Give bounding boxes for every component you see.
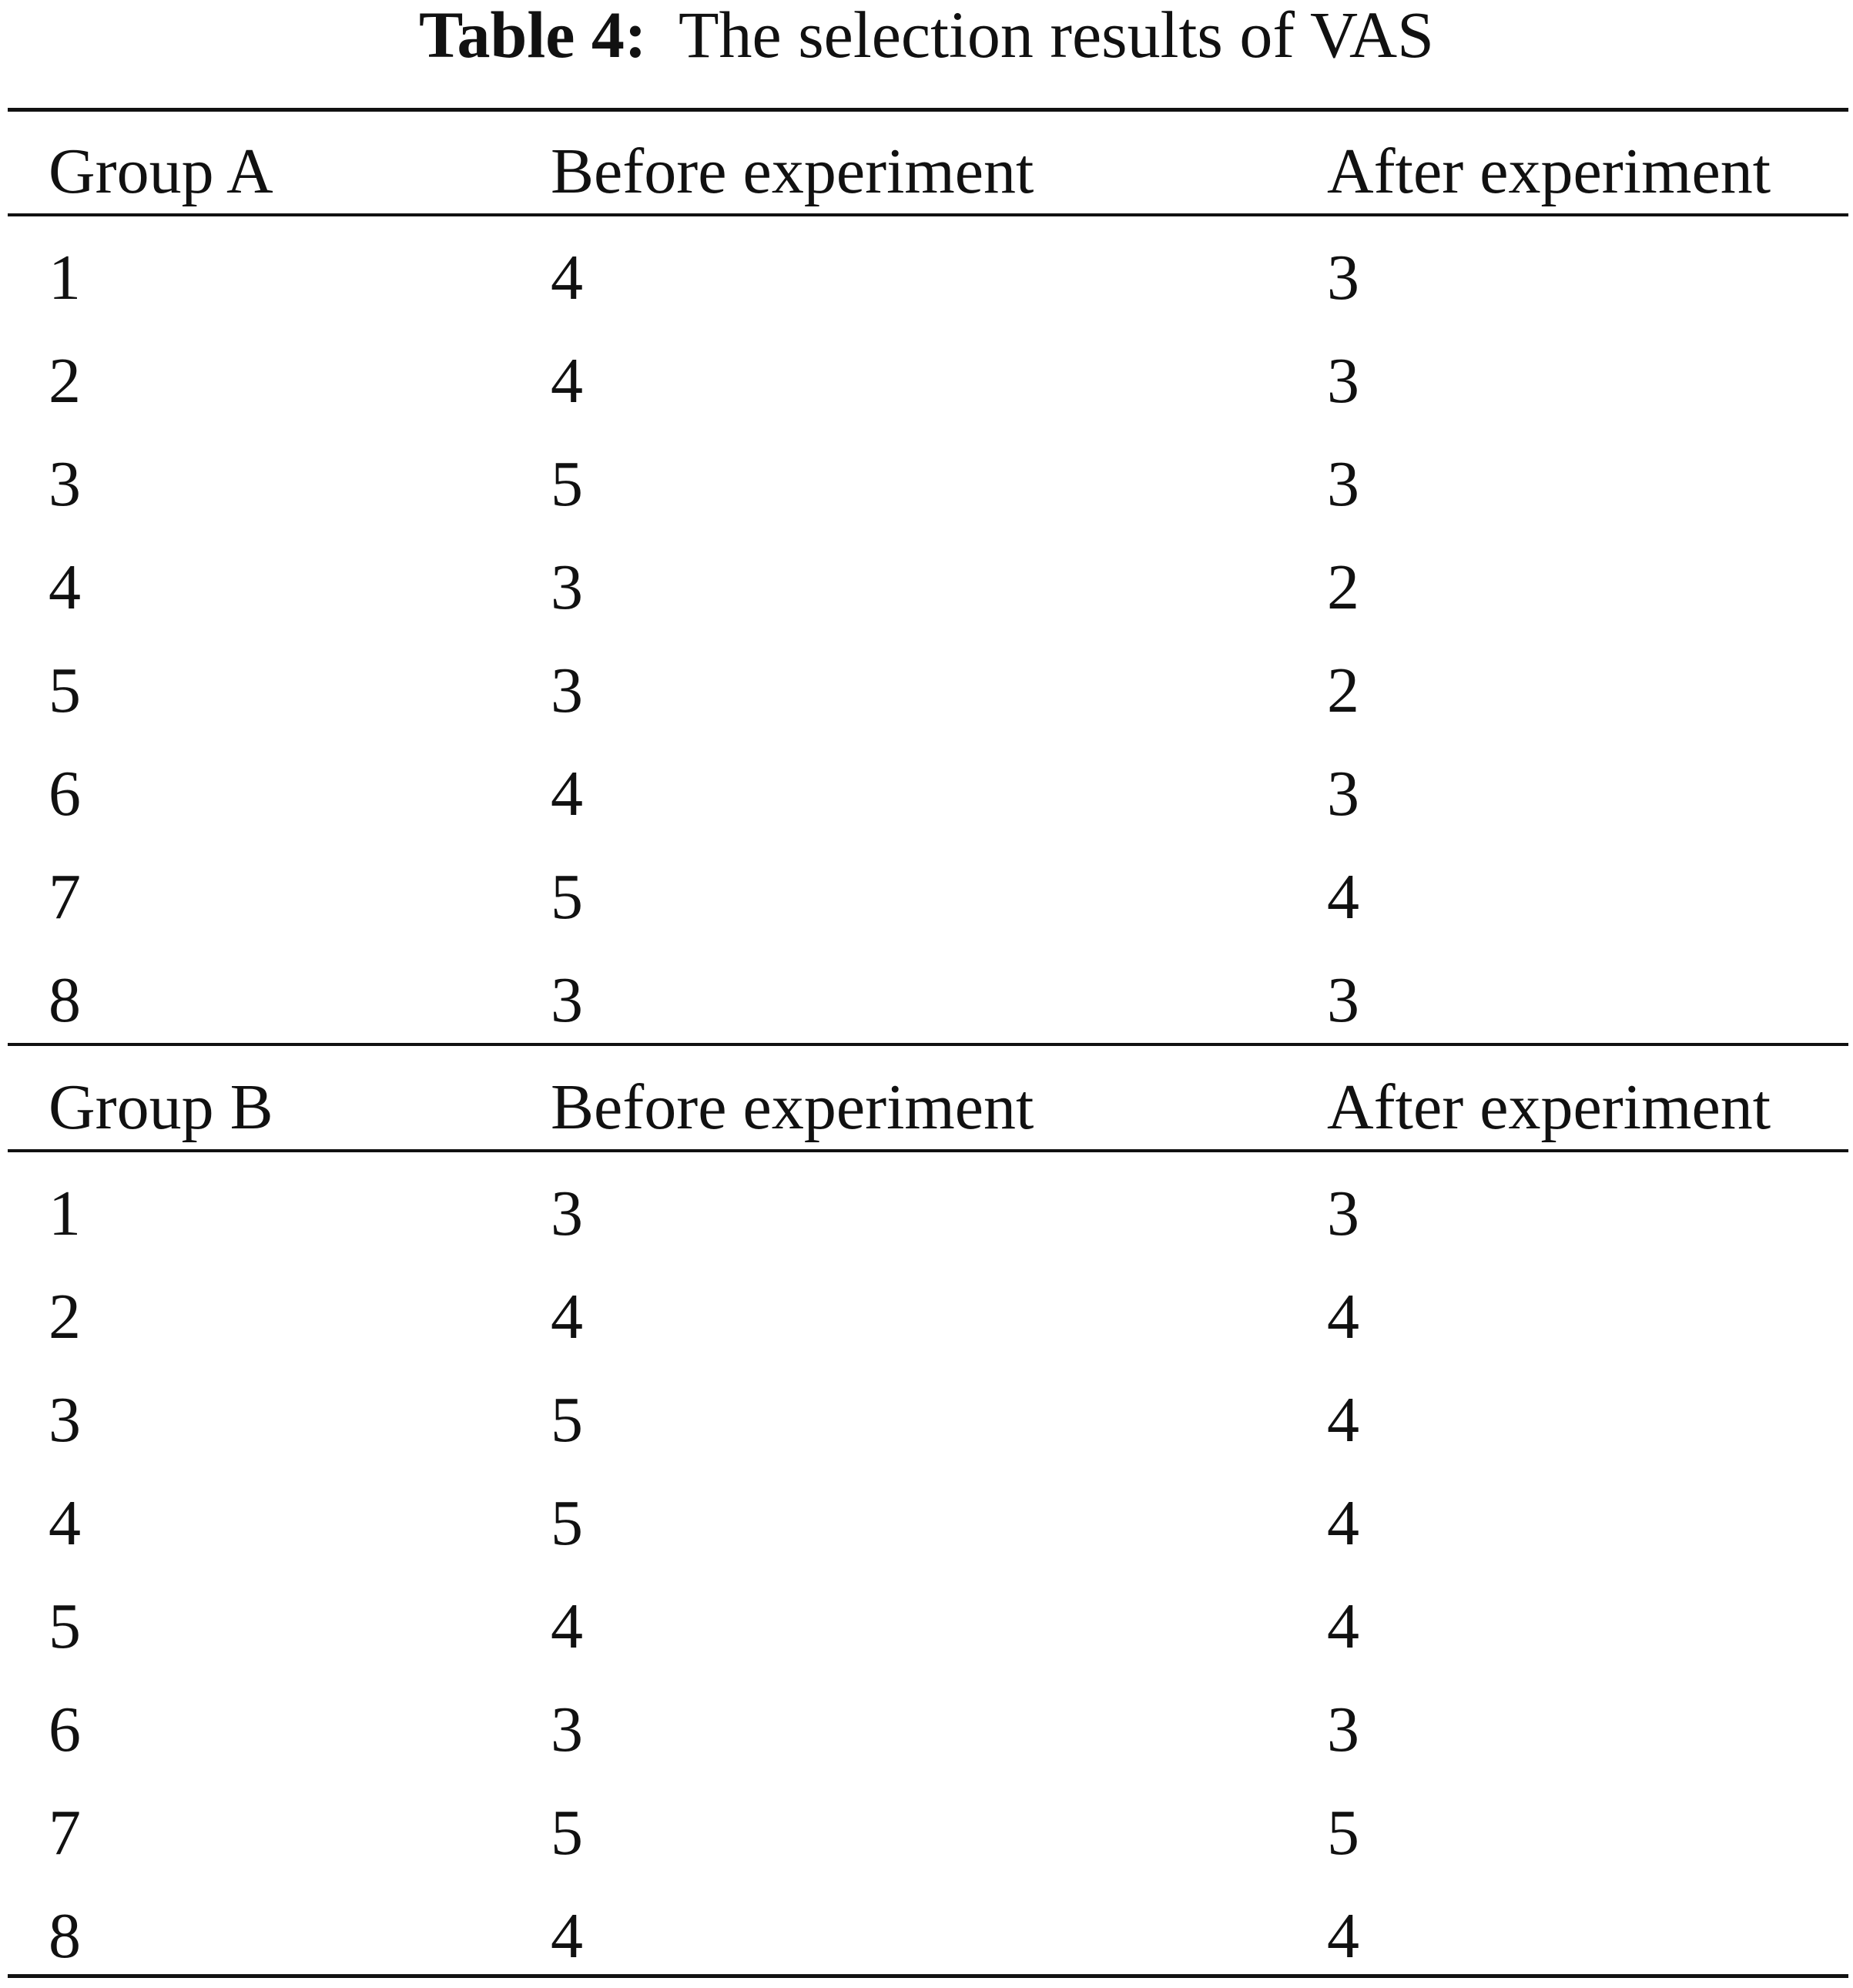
table-cell-index: 6 bbox=[49, 758, 81, 830]
table-cell-after-experiment: 3 bbox=[1327, 242, 1359, 313]
table-cell-index: 6 bbox=[49, 1694, 81, 1765]
table-cell-before-experiment: 3 bbox=[551, 551, 583, 623]
table-cell-index: 8 bbox=[49, 964, 81, 1036]
table-cell-index: 4 bbox=[49, 1487, 81, 1559]
table-row: 8 4 4 bbox=[0, 1885, 1853, 1988]
table-row: 6 4 3 bbox=[0, 743, 1853, 846]
table-cell-before-experiment: 4 bbox=[551, 242, 583, 313]
table-cell-after-experiment: 4 bbox=[1327, 1591, 1359, 1662]
table-cell-before-experiment: 4 bbox=[551, 1591, 583, 1662]
group-a-header-row: Group A Before experiment After experiment bbox=[0, 120, 1853, 223]
table-cell-after-experiment: 4 bbox=[1327, 1487, 1359, 1559]
table-cell-index: 4 bbox=[49, 551, 81, 623]
table-cell-index: 7 bbox=[49, 1797, 81, 1869]
table-cell-before-experiment: 5 bbox=[551, 1797, 583, 1869]
table-cell-after-experiment: 3 bbox=[1327, 1694, 1359, 1765]
group-a-header-after-experiment: After experiment bbox=[1327, 136, 1771, 207]
group-a-header-index: Group A bbox=[49, 136, 273, 207]
table-caption: Table 4: The selection results of VAS bbox=[0, 0, 1853, 69]
table-caption-label: Table 4: bbox=[419, 0, 647, 72]
table-cell-before-experiment: 3 bbox=[551, 964, 583, 1036]
table-cell-index: 2 bbox=[49, 1281, 81, 1353]
table-row: 8 3 3 bbox=[0, 949, 1853, 1052]
table-cell-after-experiment: 3 bbox=[1327, 448, 1359, 520]
table-cell-index: 8 bbox=[49, 1900, 81, 1972]
table-cell-before-experiment: 4 bbox=[551, 758, 583, 830]
table-cell-after-experiment: 4 bbox=[1327, 1281, 1359, 1353]
table-cell-index: 3 bbox=[49, 1384, 81, 1456]
group-b-header-rule bbox=[8, 1149, 1848, 1152]
table-cell-index: 3 bbox=[49, 448, 81, 520]
table-cell-before-experiment: 3 bbox=[551, 1694, 583, 1765]
table-cell-after-experiment: 4 bbox=[1327, 1900, 1359, 1972]
group-b-header-before-experiment: Before experiment bbox=[551, 1071, 1034, 1143]
table-cell-after-experiment: 4 bbox=[1327, 1384, 1359, 1456]
table-cell-index: 5 bbox=[49, 655, 81, 726]
table-cell-after-experiment: 2 bbox=[1327, 551, 1359, 623]
table-cell-index: 5 bbox=[49, 1591, 81, 1662]
table-row: 3 5 3 bbox=[0, 433, 1853, 536]
table-cell-after-experiment: 5 bbox=[1327, 1797, 1359, 1869]
table-cell-before-experiment: 5 bbox=[551, 1487, 583, 1559]
table-caption-text: The selection results of VAS bbox=[679, 0, 1434, 72]
table-cell-before-experiment: 4 bbox=[551, 1900, 583, 1972]
table-cell-before-experiment: 3 bbox=[551, 1178, 583, 1249]
table-row: 4 5 4 bbox=[0, 1472, 1853, 1575]
table-row: 2 4 4 bbox=[0, 1266, 1853, 1369]
table-row: 5 4 4 bbox=[0, 1575, 1853, 1678]
table-row: 7 5 5 bbox=[0, 1782, 1853, 1885]
table-cell-before-experiment: 4 bbox=[551, 345, 583, 417]
table-cell-before-experiment: 5 bbox=[551, 1384, 583, 1456]
group-a-top-rule bbox=[8, 108, 1848, 112]
table-row: 7 5 4 bbox=[0, 846, 1853, 949]
table-row: 6 3 3 bbox=[0, 1678, 1853, 1782]
table-cell-before-experiment: 3 bbox=[551, 655, 583, 726]
table-cell-after-experiment: 3 bbox=[1327, 345, 1359, 417]
table-row: 2 4 3 bbox=[0, 330, 1853, 433]
group-b-top-rule bbox=[8, 1043, 1848, 1046]
table-row: 1 3 3 bbox=[0, 1162, 1853, 1266]
table-row: 4 3 2 bbox=[0, 536, 1853, 639]
table-row: 3 5 4 bbox=[0, 1369, 1853, 1472]
table-cell-before-experiment: 5 bbox=[551, 861, 583, 933]
table-row: 5 3 2 bbox=[0, 639, 1853, 743]
table-cell-before-experiment: 5 bbox=[551, 448, 583, 520]
table-row: 1 4 3 bbox=[0, 226, 1853, 330]
group-a-header-before-experiment: Before experiment bbox=[551, 136, 1034, 207]
table-cell-after-experiment: 4 bbox=[1327, 861, 1359, 933]
group-a-header-rule bbox=[8, 213, 1848, 216]
table-cell-before-experiment: 4 bbox=[551, 1281, 583, 1353]
group-b-header-index: Group B bbox=[49, 1071, 273, 1143]
table-cell-after-experiment: 2 bbox=[1327, 655, 1359, 726]
group-b-header-after-experiment: After experiment bbox=[1327, 1071, 1771, 1143]
table-cell-index: 7 bbox=[49, 861, 81, 933]
table-cell-index: 1 bbox=[49, 1178, 81, 1249]
table-cell-after-experiment: 3 bbox=[1327, 1178, 1359, 1249]
table-cell-after-experiment: 3 bbox=[1327, 758, 1359, 830]
group-b-header-row: Group B Before experiment After experiment bbox=[0, 1056, 1853, 1159]
table-cell-after-experiment: 3 bbox=[1327, 964, 1359, 1036]
table-cell-index: 1 bbox=[49, 242, 81, 313]
table-cell-index: 2 bbox=[49, 345, 81, 417]
table-bottom-rule bbox=[8, 1974, 1848, 1978]
